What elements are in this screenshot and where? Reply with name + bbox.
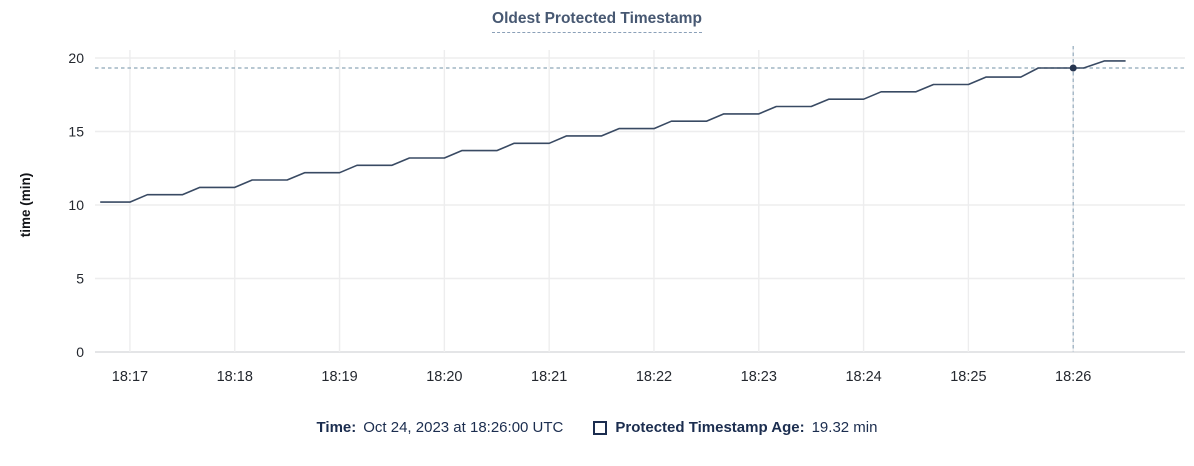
chart-title[interactable]: Oldest Protected Timestamp — [492, 10, 702, 33]
x-tick-label: 18:20 — [426, 369, 462, 385]
x-tick-label: 18:18 — [217, 369, 253, 385]
series-value: 19.32 min — [811, 419, 878, 436]
y-tick-label: 5 — [76, 271, 84, 287]
x-tick-label: 18:19 — [321, 369, 357, 385]
chart-header: Oldest Protected Timestamp — [0, 10, 1194, 33]
x-tick-label: 18:24 — [845, 369, 881, 385]
x-tick-label: 18:21 — [531, 369, 567, 385]
hover-point — [1069, 64, 1077, 72]
x-tick-label: 18:17 — [112, 369, 148, 385]
legend-series-protected-timestamp-age[interactable]: Protected Timestamp Age: 19.32 min — [593, 419, 877, 436]
y-tick-label: 15 — [68, 124, 84, 140]
series-label: Protected Timestamp Age: — [615, 419, 805, 436]
y-tick-label: 20 — [68, 50, 84, 66]
chart-tooltip-legend: Time: Oct 24, 2023 at 18:26:00 UTC Prote… — [0, 419, 1194, 436]
series-swatch-icon — [593, 420, 608, 435]
x-tick-label: 18:22 — [636, 369, 672, 385]
x-tick-label: 18:25 — [950, 369, 986, 385]
y-tick-label: 0 — [76, 344, 84, 360]
x-tick-label: 18:23 — [741, 369, 777, 385]
y-tick-label: 10 — [68, 197, 84, 213]
tooltip-time-label: Time: — [316, 419, 357, 436]
y-axis-label: time (min) — [18, 173, 33, 238]
series-line — [100, 60, 1126, 203]
x-tick-label: 18:26 — [1055, 369, 1091, 385]
chart-canvas[interactable]: 0 5 10 15 20 18:17 18:18 18:19 18:20 18:21 18:22 18… — [0, 0, 1194, 406]
tooltip-time-value: Oct 24, 2023 at 18:26:00 UTC — [363, 419, 564, 436]
tooltip-time: Time: Oct 24, 2023 at 18:26:00 UTC — [317, 419, 564, 436]
